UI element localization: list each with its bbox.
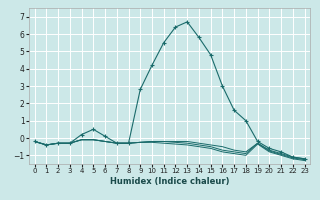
X-axis label: Humidex (Indice chaleur): Humidex (Indice chaleur) <box>110 177 229 186</box>
